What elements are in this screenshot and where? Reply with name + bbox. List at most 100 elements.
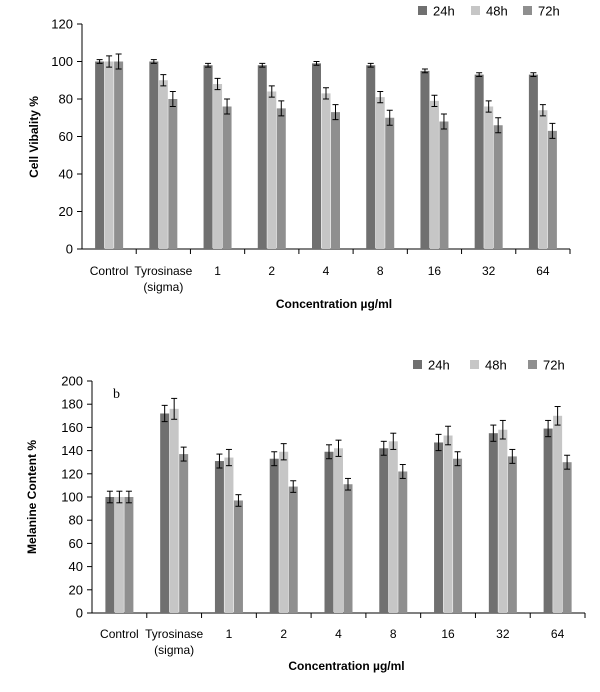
x-tick-label: 16 xyxy=(428,264,442,278)
y-tick-label: 120 xyxy=(51,17,73,32)
bar-48h xyxy=(498,429,508,613)
bar-72h xyxy=(453,458,463,613)
y-tick-label: 100 xyxy=(61,490,83,505)
bar-48h xyxy=(553,415,563,613)
legend-label-24h: 24h xyxy=(433,4,455,19)
x-tick-label: 2 xyxy=(268,264,275,278)
y-tick-label: 60 xyxy=(59,129,73,144)
bar-48h xyxy=(158,80,168,249)
bar-24h xyxy=(420,70,430,249)
legend-label-24h: 24h xyxy=(428,358,450,373)
bar-24h xyxy=(312,63,321,249)
y-tick-label: 20 xyxy=(69,582,83,597)
bar-24h xyxy=(324,451,334,613)
y-tick-label: 0 xyxy=(66,242,73,257)
bar-24h xyxy=(543,428,553,613)
bar-48h xyxy=(224,457,234,613)
bar-24h xyxy=(149,61,159,249)
y-tick-label: 140 xyxy=(61,443,83,458)
bar-72h xyxy=(398,471,408,613)
x-tick-label: Control xyxy=(90,264,129,278)
bar-72h xyxy=(562,462,572,613)
legend-label-48h: 48h xyxy=(486,4,508,19)
bar-24h xyxy=(474,74,484,249)
x-tick-label: Control xyxy=(100,627,139,641)
legend-swatch-72h xyxy=(528,360,537,369)
y-tick-label: 20 xyxy=(59,204,73,219)
bar-72h xyxy=(385,117,395,249)
bar-72h xyxy=(179,454,189,613)
bar-24h xyxy=(269,458,279,613)
legend-label-72h: 72h xyxy=(538,4,560,19)
bar-24h xyxy=(379,448,389,613)
legend-swatch-24h xyxy=(418,6,427,15)
chart-2: 0 20 40 60 80 100 120 140 160 180 200 Control Tyrosi… xyxy=(25,358,586,673)
x-tick-label: 1 xyxy=(226,627,233,641)
bar-72h xyxy=(124,497,134,613)
y-tick-label: 80 xyxy=(69,513,83,528)
x-tick-label: 64 xyxy=(536,264,550,278)
bar-24h xyxy=(160,413,170,613)
bar-48h xyxy=(114,497,124,613)
bar-48h xyxy=(375,97,385,249)
x-axis-title: Concentration µg/ml xyxy=(276,297,392,311)
bar-48h xyxy=(429,100,439,249)
chart-1: 0 20 40 60 80 100 120 Control Tyrosinase (sigma) 1… xyxy=(27,4,571,311)
bar-48h xyxy=(169,408,179,613)
bar-48h xyxy=(484,106,494,249)
x-tick-label: Tyrosinase (sigma) xyxy=(145,627,203,657)
y-tick-label: 60 xyxy=(69,536,83,551)
x-tick-label: 32 xyxy=(482,264,496,278)
bar-24h xyxy=(488,433,498,613)
legend-swatch-48h xyxy=(470,360,479,369)
y-tick-label: 40 xyxy=(59,167,73,182)
legend-swatch-72h xyxy=(523,6,532,15)
x-tick-label: 2 xyxy=(280,627,287,641)
x-tick-label: 4 xyxy=(323,264,330,278)
bar-72h xyxy=(439,121,449,249)
x-tick-label: 32 xyxy=(496,627,510,641)
bar-48h xyxy=(279,451,289,613)
bar-24h xyxy=(95,61,105,249)
bar-48h xyxy=(334,448,343,613)
x-tick-label: 8 xyxy=(377,264,384,278)
x-tick-label: 64 xyxy=(551,627,565,641)
bar-72h xyxy=(276,108,286,249)
bar-72h xyxy=(493,125,503,249)
legend-label-72h: 72h xyxy=(543,358,565,373)
bar-72h xyxy=(114,61,124,249)
bar-24h xyxy=(214,461,224,613)
bar-72h xyxy=(547,130,557,249)
bar-48h xyxy=(538,110,548,249)
bar-48h xyxy=(321,93,331,249)
x-tick-label: 1 xyxy=(214,264,221,278)
bar-24h xyxy=(366,65,376,249)
y-tick-label: 160 xyxy=(61,420,83,435)
y-tick-label: 80 xyxy=(59,92,73,107)
legend-swatch-24h xyxy=(413,360,422,369)
bar-48h xyxy=(104,61,114,249)
bar-24h xyxy=(257,65,267,249)
x-tick-label: 16 xyxy=(441,627,455,641)
y-tick-label: 40 xyxy=(69,559,83,574)
bar-72h xyxy=(288,486,298,613)
bar-72h xyxy=(168,99,178,249)
x-tick-label: 4 xyxy=(335,627,342,641)
x-axis-title: Concentration µg/ml xyxy=(288,659,404,673)
bar-48h xyxy=(388,441,398,613)
bar-24h xyxy=(105,497,115,613)
y-tick-label: 100 xyxy=(51,54,73,69)
panel-annotation: b xyxy=(113,387,120,402)
bar-72h xyxy=(233,500,243,613)
bar-72h xyxy=(331,112,340,249)
bar-72h xyxy=(222,106,232,249)
bar-24h xyxy=(203,65,213,249)
y-axis-title: Melanine Content % xyxy=(25,440,39,554)
legend-label-48h: 48h xyxy=(485,358,507,373)
legend-swatch-48h xyxy=(471,6,480,15)
bar-24h xyxy=(434,442,444,613)
bar-48h xyxy=(213,84,223,249)
bar-24h xyxy=(528,74,538,249)
y-tick-label: 120 xyxy=(61,466,83,481)
